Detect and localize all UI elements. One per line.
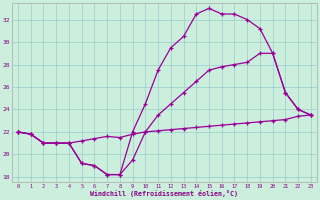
X-axis label: Windchill (Refroidissement éolien,°C): Windchill (Refroidissement éolien,°C) (91, 190, 238, 197)
